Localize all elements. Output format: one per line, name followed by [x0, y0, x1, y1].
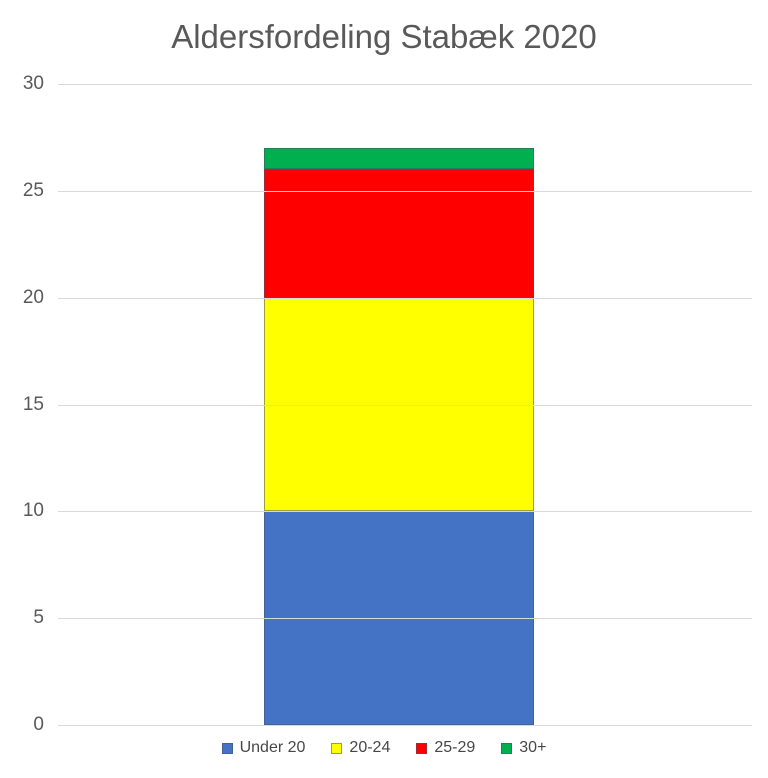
legend-swatch-under-20: [221, 742, 233, 754]
gridline-10: [58, 511, 752, 513]
legend-item-under-20: Under 20: [221, 738, 306, 758]
legend-item-20-24: 20-24: [331, 738, 390, 758]
legend-label: 20-24: [349, 739, 391, 756]
y-tick-label-15: 15: [22, 393, 44, 415]
y-tick-label-25: 25: [22, 179, 44, 201]
legend: Under 20 20-24 25-29 30+: [0, 738, 768, 758]
stacked-bar: [264, 84, 534, 725]
gridline-30: [58, 84, 752, 85]
legend-swatch-20-24: [331, 742, 343, 754]
y-tick-label-0: 0: [33, 714, 44, 735]
legend-item-25-29: 25-29: [416, 738, 475, 758]
y-tick-label-10: 10: [22, 500, 44, 522]
legend-swatch-30+: [501, 742, 513, 754]
legend-item-30+: 30+: [501, 738, 546, 758]
legend-label: 25-29: [434, 739, 476, 756]
legend-label: 30+: [519, 739, 547, 756]
chart-title: Aldersfordeling Stabæk 2020: [171, 18, 597, 55]
gridline-0: [58, 725, 752, 726]
gridline-20: [58, 297, 752, 299]
y-tick-label-20: 20: [22, 286, 44, 308]
bar-segment-30+: [264, 148, 534, 170]
legend-swatch-25-29: [416, 742, 428, 754]
gridline-5: [58, 618, 752, 620]
gridline-15: [58, 404, 752, 406]
y-tick-label-30: 30: [22, 73, 44, 94]
y-tick-label-5: 5: [33, 607, 44, 629]
gridline-25: [58, 190, 752, 192]
legend-label: Under 20: [239, 739, 306, 756]
plot-area: [58, 84, 752, 726]
bar-segment-25-29: [264, 169, 534, 298]
